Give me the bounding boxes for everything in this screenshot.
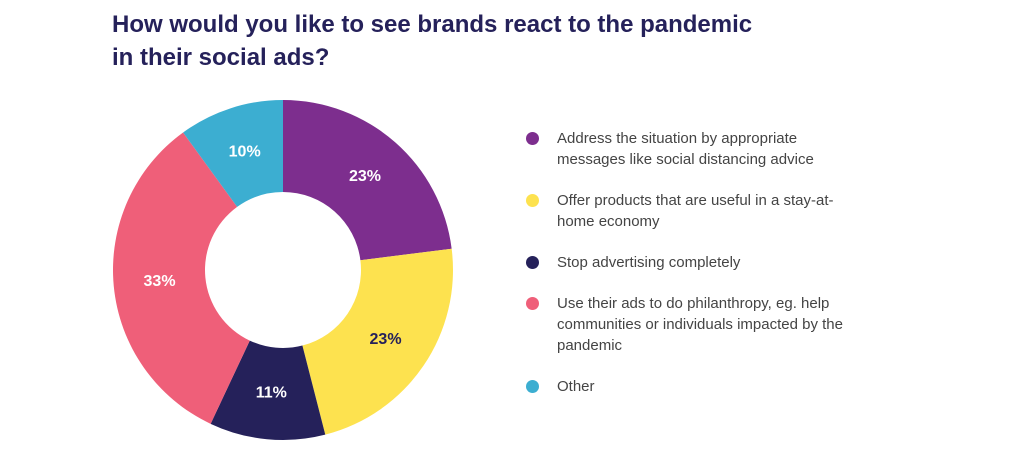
slice [210,340,326,441]
legend-swatch [526,256,539,269]
legend-item: Offer products that are useful in a stay… [522,190,882,232]
data-label: 23% [370,331,402,348]
data-label: 11% [256,385,287,402]
data-label: 10% [229,143,261,160]
slice [183,100,283,207]
legend-label: Other [557,378,595,395]
legend-label: Address the situation by appropriate mes… [557,130,814,168]
slice [302,248,453,435]
slice [283,100,452,261]
slice [113,132,250,424]
legend-label: Stop advertising completely [557,254,741,271]
legend-item: Other [522,376,882,397]
legend-swatch [526,194,539,207]
legend-item: Use their ads to do philanthropy, eg. he… [522,293,882,356]
legend-label: Use their ads to do philanthropy, eg. he… [557,295,843,354]
data-label: 23% [349,168,381,185]
legend-item: Address the situation by appropriate mes… [522,128,882,170]
legend: Address the situation by appropriate mes… [522,128,882,417]
legend-swatch [526,132,539,145]
legend-label: Offer products that are useful in a stay… [557,192,834,230]
data-label: 33% [144,273,176,290]
legend-item: Stop advertising completely [522,252,882,273]
legend-swatch [526,297,539,310]
chart-title: How would you like to see brands react t… [112,11,753,71]
legend-swatch [526,380,539,393]
